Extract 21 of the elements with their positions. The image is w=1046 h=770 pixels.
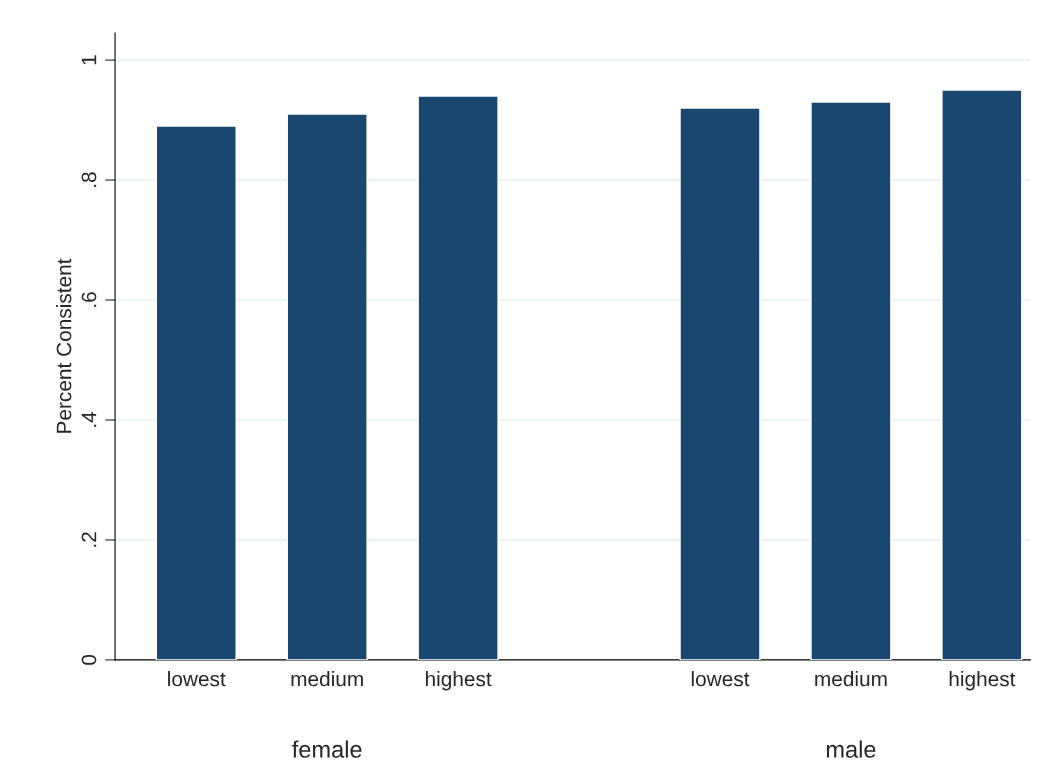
x-tick-label: medium — [815, 671, 887, 687]
y-axis-title: Percent Consistent — [56, 258, 72, 433]
bar — [417, 95, 499, 660]
x-tick-label: lowest — [168, 671, 226, 687]
y-tick-label: .8 — [81, 172, 97, 187]
y-tick-label: 1 — [81, 55, 97, 65]
x-tick-label: highest — [949, 671, 1016, 691]
y-tick-label: 0 — [81, 654, 97, 665]
x-tick-label: highest — [425, 671, 492, 691]
text: male — [826, 740, 876, 758]
bar — [155, 125, 237, 660]
bar — [286, 113, 368, 660]
y-tick-label: .6 — [81, 292, 97, 307]
y-tick-label: .4 — [81, 411, 97, 427]
bar — [810, 101, 892, 660]
bar — [941, 89, 1023, 660]
bar — [679, 107, 761, 660]
x-tick-label: lowest — [691, 671, 750, 687]
x-tick-label: medium — [291, 671, 363, 687]
y-tick-label: .2 — [81, 532, 97, 547]
text: female — [292, 740, 362, 758]
